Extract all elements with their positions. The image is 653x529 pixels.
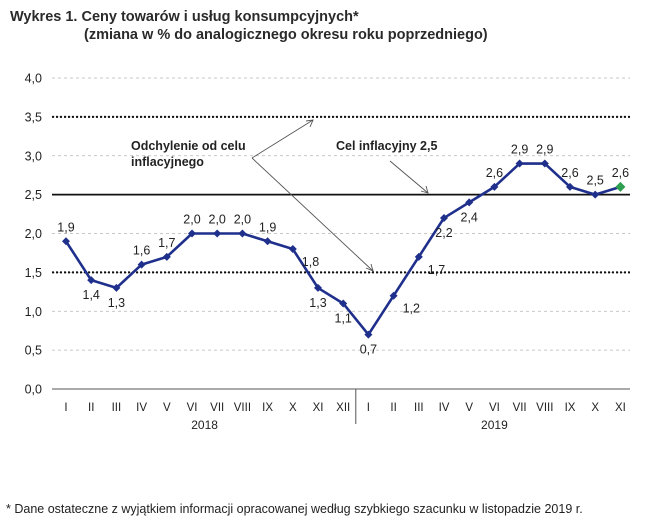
x-tick-label: VIII <box>536 402 553 414</box>
data-point <box>414 252 423 261</box>
data-point <box>213 229 222 238</box>
data-point <box>87 276 96 285</box>
x-tick-label: VII <box>513 402 527 414</box>
data-label: 2,5 <box>587 174 604 188</box>
x-tick-label: IV <box>136 402 147 414</box>
data-label: 1,6 <box>133 244 150 258</box>
data-point <box>288 245 297 254</box>
data-label: 1,4 <box>83 288 100 302</box>
x-tick-label: X <box>591 402 599 414</box>
data-label: 1,3 <box>309 296 326 310</box>
data-label: 2,9 <box>536 143 553 157</box>
data-label: 1,2 <box>403 302 420 316</box>
data-label: 0,7 <box>360 343 377 357</box>
data-point <box>137 260 146 269</box>
data-label: 1,3 <box>108 296 125 310</box>
data-label: 1,8 <box>302 255 319 269</box>
y-tick-label: 2,5 <box>25 188 42 202</box>
y-tick-label: 1,0 <box>25 305 42 319</box>
y-tick-label: 1,5 <box>25 266 42 280</box>
data-label: 2,6 <box>612 166 629 180</box>
x-tick-label: III <box>112 402 122 414</box>
y-tick-label: 4,0 <box>25 72 42 86</box>
year-label: 2019 <box>481 418 508 432</box>
y-tick-label: 2,0 <box>25 227 42 241</box>
arrowhead <box>365 263 374 272</box>
annotation-text: Cel inflacyjny 2,5 <box>336 139 437 153</box>
chart-title: Wykres 1. Ceny towarów i usług konsumpcy… <box>10 8 650 44</box>
x-tick-label: VIII <box>234 402 251 414</box>
data-point <box>364 330 373 339</box>
data-point <box>566 182 574 191</box>
data-label: 1,1 <box>335 311 352 325</box>
data-point <box>490 182 499 191</box>
x-tick-label: II <box>390 402 396 414</box>
year-label: 2018 <box>191 418 218 432</box>
data-point <box>540 159 549 168</box>
x-tick-label: IX <box>262 402 273 414</box>
y-tick-label: 0,0 <box>25 383 42 397</box>
data-label: 2,0 <box>209 213 226 227</box>
x-tick-label: VII <box>210 402 224 414</box>
x-tick-label: II <box>88 402 94 414</box>
data-point <box>62 237 70 246</box>
y-tick-label: 3,5 <box>25 110 42 124</box>
data-label: 1,7 <box>158 236 175 250</box>
annotation-arrow <box>389 160 429 194</box>
x-tick-label: X <box>289 402 297 414</box>
x-tick-label: IX <box>565 402 576 414</box>
x-tick-label: VI <box>489 402 500 414</box>
x-tick-label: III <box>414 402 424 414</box>
annotation-text: Odchylenie od celu <box>131 139 246 153</box>
x-tick-label: I <box>64 402 67 414</box>
data-point <box>263 237 272 246</box>
x-tick-label: XI <box>615 402 626 414</box>
x-tick-label: VI <box>187 402 198 414</box>
x-tick-label: XII <box>336 402 350 414</box>
data-point <box>465 198 474 207</box>
annotation-text: inflacyjnego <box>131 155 204 169</box>
data-point <box>339 299 348 308</box>
data-point <box>112 283 121 292</box>
data-point <box>591 190 600 199</box>
annotation-arrow <box>251 157 374 272</box>
data-point <box>162 252 171 261</box>
y-tick-label: 0,5 <box>25 344 42 358</box>
data-label: 2,9 <box>511 143 528 157</box>
data-label: 2,0 <box>183 213 200 227</box>
arrowhead <box>305 119 314 128</box>
data-point <box>188 229 196 238</box>
x-tick-label: IV <box>439 402 450 414</box>
x-tick-label: V <box>465 402 473 414</box>
footnote: * Dane ostateczne z wyjątkiem informacji… <box>6 502 583 516</box>
data-point <box>238 229 247 238</box>
data-point <box>440 213 448 222</box>
data-point <box>314 283 322 292</box>
data-label: 1,9 <box>259 220 276 234</box>
y-tick-label: 3,0 <box>25 149 42 163</box>
data-label: 2,0 <box>234 213 251 227</box>
arrowhead <box>420 185 429 194</box>
data-label: 1,9 <box>57 220 74 234</box>
data-label: 2,6 <box>486 166 503 180</box>
x-tick-label: I <box>367 402 370 414</box>
data-label: 2,2 <box>435 226 452 240</box>
line-chart: 0,00,51,01,52,02,53,03,54,0I II III IV V VI VI… <box>25 72 630 432</box>
data-label: 1,7 <box>428 263 445 277</box>
chart-title-line1: Wykres 1. Ceny towarów i usług konsumpcy… <box>10 9 359 25</box>
annotation-arrow <box>251 119 314 159</box>
data-point <box>615 181 626 192</box>
chart-title-line2: (zmiana w % do analogicznego okresu roku… <box>84 27 488 43</box>
data-label: 2,6 <box>561 166 578 180</box>
x-tick-label: V <box>163 402 171 414</box>
data-label: 2,4 <box>461 210 478 224</box>
x-tick-label: XI <box>313 402 324 414</box>
data-point <box>389 291 398 300</box>
data-point <box>515 159 524 168</box>
